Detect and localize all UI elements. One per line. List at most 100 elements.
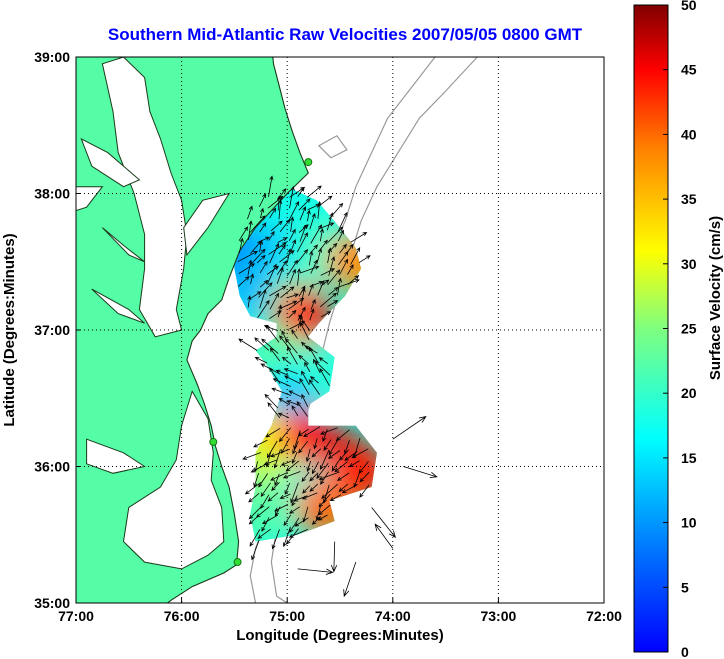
velocity-arrow [300, 287, 306, 306]
velocity-arrow [339, 258, 349, 276]
velocity-arrow [285, 460, 300, 472]
velocity-arrow [308, 283, 314, 296]
velocity-arrow [298, 198, 311, 211]
velocity-arrow [347, 275, 360, 285]
hf-radar-stations [209, 158, 313, 567]
velocity-arrow [299, 321, 310, 340]
velocity-arrow [318, 504, 331, 516]
velocity-arrow [316, 463, 329, 480]
velocity-arrow [319, 367, 330, 387]
velocity-arrow [238, 237, 244, 253]
velocity-arrow [286, 528, 299, 545]
velocity-arrow [298, 314, 311, 331]
velocity-arrow [301, 393, 309, 407]
velocity-arrow [328, 256, 336, 276]
velocity-arrow [291, 329, 298, 339]
colorbar-tick-label: 45 [681, 62, 697, 78]
inland-water-body [122, 390, 225, 570]
velocity-arrow [257, 299, 270, 319]
velocity-arrow [291, 451, 298, 464]
velocity-arrow [313, 438, 318, 450]
velocity-arrow [266, 263, 277, 285]
velocity-arrow [337, 229, 344, 242]
velocity-arrow [289, 321, 306, 330]
x-tick-label: 77:00 [58, 608, 94, 624]
velocity-arrow [322, 429, 328, 442]
velocity-arrow [306, 460, 311, 472]
velocity-arrow [319, 228, 324, 242]
velocity-arrow [276, 260, 288, 275]
velocity-arrow [286, 259, 298, 277]
velocity-arrow [274, 473, 280, 486]
velocity-arrow [310, 259, 318, 274]
x-axis-label: Longitude (Degrees:Minutes) [236, 627, 444, 644]
velocity-arrow [247, 295, 252, 308]
velocity-arrow [320, 268, 336, 276]
velocity-arrow [310, 298, 316, 310]
velocity-arrow [343, 561, 357, 598]
velocity-arrow [327, 226, 344, 243]
velocity-arrow [277, 412, 290, 419]
velocity-arrow [347, 264, 354, 275]
velocity-arrow [337, 277, 342, 296]
velocity-arrow [269, 285, 287, 297]
velocity-arrow [253, 472, 259, 488]
inland-water-body [102, 227, 145, 263]
grid-lines [76, 57, 604, 603]
velocity-arrow [299, 206, 307, 221]
velocity-arrow [311, 516, 321, 525]
velocity-arrow [329, 494, 342, 502]
velocity-arrow [350, 232, 368, 243]
velocity-arrow [288, 309, 297, 319]
velocity-arrow [244, 481, 262, 495]
velocity-arrow [274, 504, 288, 512]
velocity-arrow [271, 529, 280, 550]
velocity-arrow [296, 249, 309, 263]
velocity-arrow [305, 448, 311, 463]
velocity-arrow [259, 222, 267, 233]
velocity-arrow [260, 482, 271, 497]
velocity-arrow [287, 293, 299, 299]
velocity-arrow [284, 338, 298, 354]
velocity-arrow [327, 269, 341, 286]
velocity-arrow [298, 440, 309, 454]
velocity-arrow [323, 439, 332, 451]
velocity-arrow [359, 471, 370, 483]
velocity-arrow [317, 279, 325, 296]
velocity-arrow [279, 219, 291, 233]
velocity-arrow [306, 209, 311, 222]
velocity-arrow [297, 568, 334, 575]
velocity-arrow [280, 460, 291, 466]
velocity-arrow [263, 459, 278, 466]
velocity-arrow [318, 471, 340, 481]
velocity-arrow [328, 439, 339, 456]
velocity-arrow [314, 360, 331, 376]
velocity-arrow [237, 250, 258, 263]
velocity-arrow [289, 506, 301, 514]
velocity-arrow [290, 482, 299, 504]
velocity-arrow [321, 483, 338, 499]
colorbar-tick-label: 35 [681, 191, 697, 207]
colorbar-tick-label: 20 [681, 385, 697, 401]
velocity-arrow [258, 239, 264, 253]
velocity-arrow [288, 228, 296, 241]
inland-water-body [91, 288, 145, 324]
velocity-arrow [299, 377, 310, 395]
velocity-arrow [269, 242, 279, 264]
velocity-arrow [297, 428, 309, 437]
velocity-arrow [265, 427, 281, 438]
inland-water-body [76, 186, 104, 212]
velocity-arrow [286, 400, 301, 407]
velocity-arrow [257, 528, 271, 539]
velocity-arrow [326, 212, 334, 231]
velocity-arrow [338, 449, 349, 461]
velocity-arrow [248, 506, 262, 520]
velocity-arrow [269, 292, 279, 310]
velocity-arrow [264, 393, 279, 409]
velocity-arrow [288, 200, 300, 221]
velocity-arrow [311, 448, 322, 458]
velocity-arrow [250, 291, 262, 299]
velocity-arrow [247, 205, 253, 220]
velocity-arrow [279, 300, 298, 310]
